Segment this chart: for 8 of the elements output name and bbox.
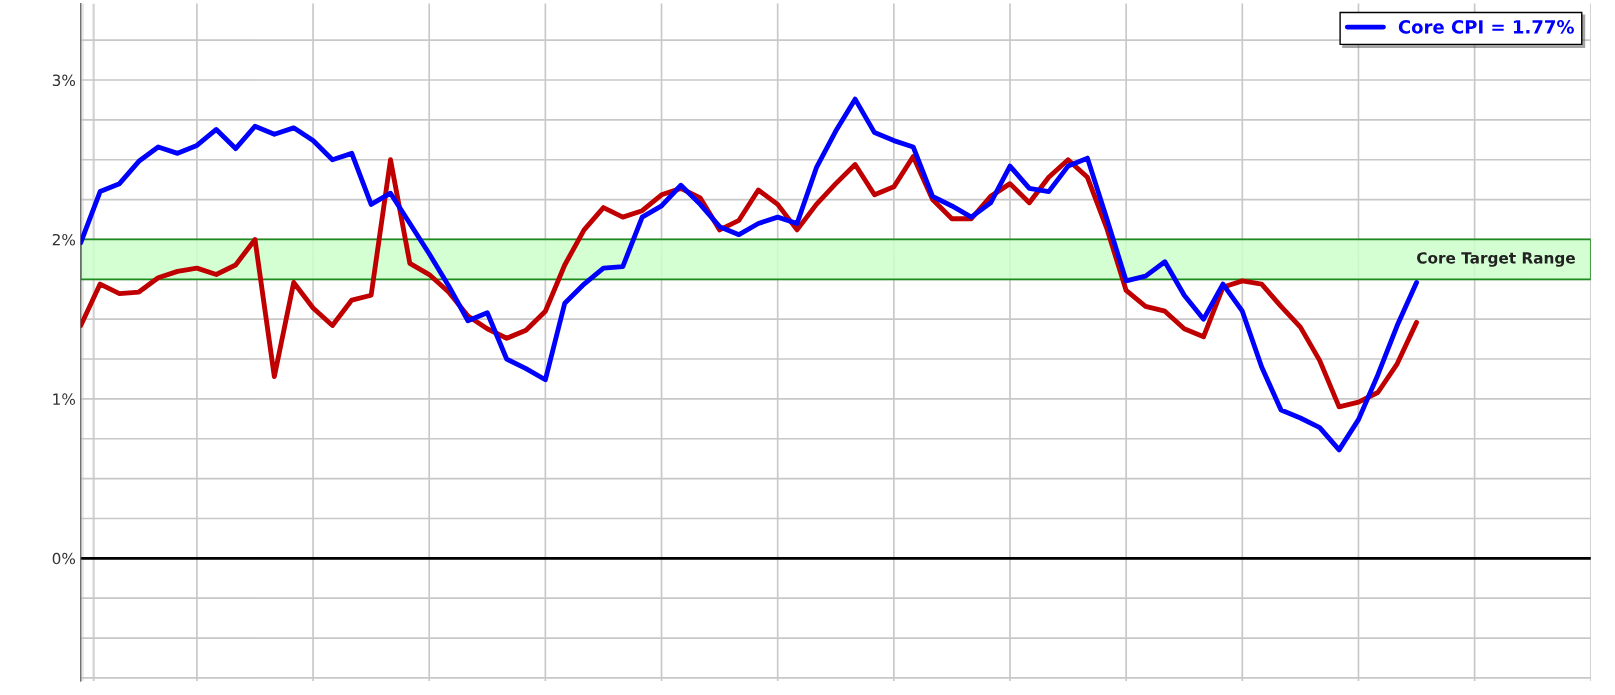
band-label: Core Target Range <box>1417 252 1575 267</box>
line-series <box>80 154 1419 410</box>
legend-label: Core CPI = 1.77% <box>1398 20 1574 34</box>
y-tick-label: 3% <box>52 74 76 87</box>
y-tick-label: 0% <box>52 552 76 565</box>
y-tick-label: 2% <box>52 233 76 246</box>
y-tick-label: 1% <box>53 393 76 405</box>
line-series <box>80 96 1419 453</box>
